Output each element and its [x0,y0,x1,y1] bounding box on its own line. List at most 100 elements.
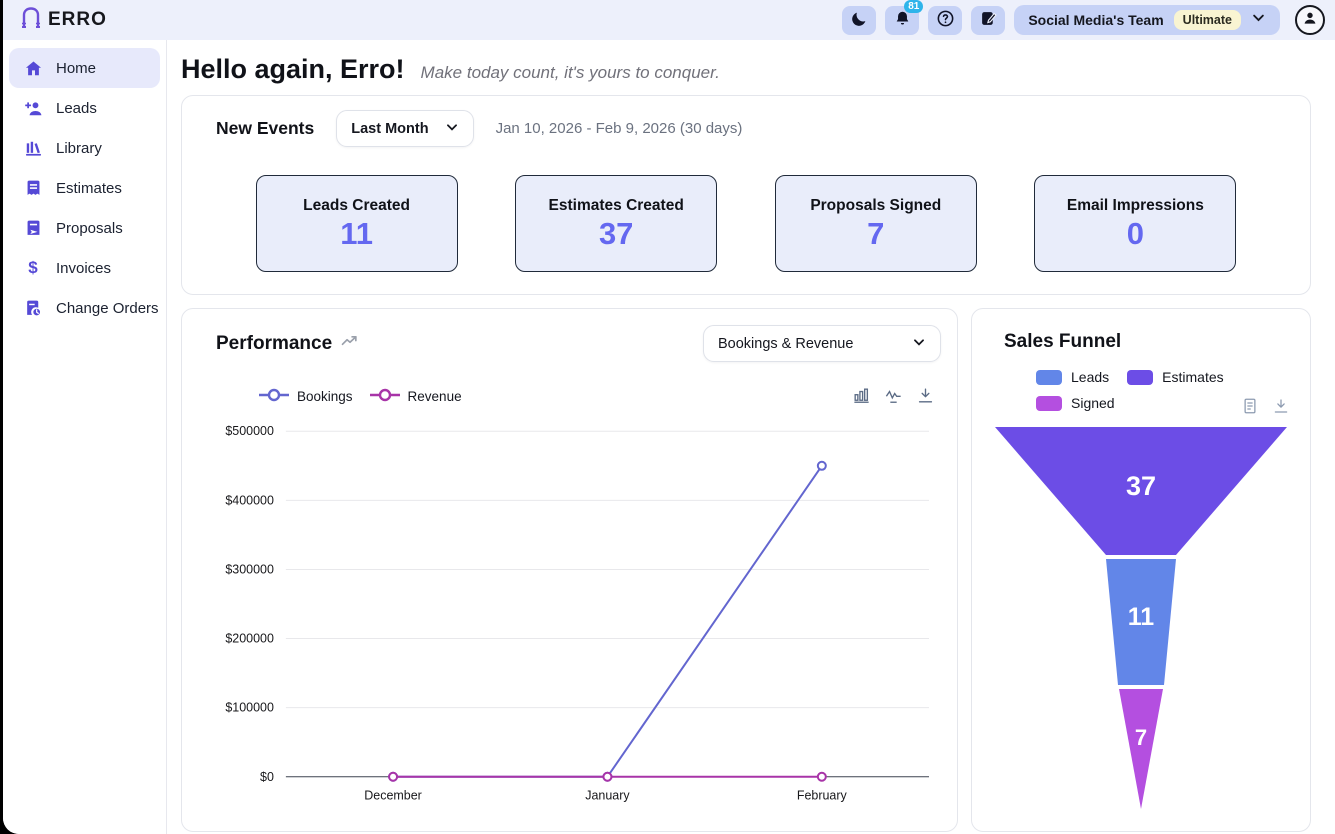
bell-icon [894,10,911,30]
sidebar-item-label: Library [56,139,102,157]
sidebar: Home Leads Library Estimates [3,40,167,834]
team-name: Social Media's Team [1028,12,1164,28]
plan-badge: Ultimate [1173,10,1241,30]
sidebar-item-invoices[interactable]: $ Invoices [3,248,166,288]
sidebar-item-library[interactable]: Library [3,128,166,168]
person-icon [1301,9,1319,32]
legend-item-revenue[interactable]: Revenue [369,388,462,405]
sidebar-item-proposals[interactable]: Proposals [3,208,166,248]
document-clock-icon [23,298,43,318]
compose-icon [980,10,997,30]
notes-button[interactable] [971,5,1006,35]
sidebar-item-label: Proposals [56,219,123,237]
stat-label: Proposals Signed [810,196,942,214]
sidebar-item-change-orders[interactable]: Change Orders [3,288,166,328]
notification-count-badge: 81 [904,0,924,13]
sidebar-item-label: Invoices [56,259,112,277]
app-window: ERRO 81 [3,0,1335,834]
stat-label: Leads Created [303,196,410,214]
svg-text:$100000: $100000 [225,701,274,715]
page-header: Hello again, Erro! Make today count, it'… [181,50,1311,95]
user-avatar[interactable] [1295,5,1325,35]
sales-funnel-chart[interactable]: 37 11 7 [991,427,1291,813]
legend-label: Leads [1071,369,1110,385]
sidebar-item-label: Estimates [56,179,122,197]
svg-text:7: 7 [1135,725,1147,750]
legend-item-bookings[interactable]: Bookings [258,388,353,405]
app-body: Home Leads Library Estimates [3,40,1335,834]
stat-label: Email Impressions [1066,196,1204,214]
stat-card-proposals-signed[interactable]: Proposals Signed 7 [774,175,977,272]
dark-mode-button[interactable] [842,5,877,35]
user-plus-icon [23,98,43,118]
download-icon[interactable] [1272,397,1290,415]
new-events-title: New Events [216,118,315,138]
trend-up-icon [340,331,360,356]
stat-value: 11 [340,215,373,251]
sales-funnel-title: Sales Funnel [1004,331,1122,352]
stat-value: 0 [1126,215,1144,251]
team-selector[interactable]: Social Media's Team Ultimate [1014,5,1280,35]
line-chart-toggle-button[interactable] [884,386,903,405]
stat-value: 7 [867,215,885,251]
performance-view-selected: Bookings & Revenue [718,335,854,352]
leads-color-chip [1036,369,1062,385]
legend-label: Signed [1071,395,1115,411]
performance-view-select[interactable]: Bookings & Revenue [703,325,941,362]
moon-icon [850,10,868,31]
help-button[interactable] [928,5,963,35]
report-document-icon[interactable] [1241,397,1259,415]
legend-label: Revenue [407,389,462,404]
svg-text:December: December [364,789,422,803]
sidebar-item-home[interactable]: Home [9,48,160,88]
legend-label: Estimates [1162,369,1224,385]
legend-label: Bookings [297,389,353,404]
chevron-down-icon [912,335,926,353]
document-icon [23,178,43,198]
chevron-down-icon [1251,10,1266,30]
svg-text:February: February [797,789,848,803]
stat-card-email-impressions[interactable]: Email Impressions 0 [1034,175,1237,272]
legend-item-leads[interactable]: Leads [1036,369,1109,385]
legend-item-signed[interactable]: Signed [1036,395,1115,411]
svg-text:11: 11 [1128,603,1155,631]
performance-card: Performance Bookings & Revenue [181,308,958,832]
sidebar-item-label: Leads [56,99,97,117]
download-icon[interactable] [916,386,935,405]
new-events-header: New Events Last Month Jan 10, 2026 - Feb… [198,110,1294,147]
sales-funnel-card: Sales Funnel Leads Estimates [971,308,1311,832]
date-range-select[interactable]: Last Month [336,110,474,147]
svg-text:$400000: $400000 [225,493,274,507]
estimates-color-chip [1127,369,1154,385]
home-icon [23,58,43,78]
date-range-selected: Last Month [351,120,429,137]
performance-title: Performance [216,332,333,354]
revenue-series-marker-icon [369,388,401,405]
app-logo[interactable]: ERRO [19,6,107,35]
svg-text:$500000: $500000 [225,424,274,438]
motivation-tagline: Make today count, it's yours to conquer. [420,63,720,82]
chart-toolbar [852,386,935,405]
chevron-down-icon [445,120,459,138]
new-events-card: New Events Last Month Jan 10, 2026 - Feb… [181,95,1311,295]
sidebar-item-label: Home [56,59,97,77]
document-send-icon [23,218,43,238]
stats-row: Leads Created 11 Estimates Created 37 Pr… [198,175,1294,272]
bar-chart-toggle-button[interactable] [852,386,871,405]
stat-card-leads-created[interactable]: Leads Created 11 [255,175,458,272]
dollar-icon: $ [28,258,38,277]
svg-text:$200000: $200000 [225,632,274,646]
sidebar-item-estimates[interactable]: Estimates [3,168,166,208]
svg-text:January: January [585,789,630,803]
question-icon [936,9,955,31]
stat-card-estimates-created[interactable]: Estimates Created 37 [515,175,718,272]
notifications-button[interactable]: 81 [885,0,924,35]
stat-value: 37 [598,215,634,251]
legend-item-estimates[interactable]: Estimates [1127,369,1224,385]
performance-line-chart[interactable]: $0 $100000 $200000 $300000 $400000 $500000 Dec… [198,411,941,809]
logo-arch-icon [19,6,43,35]
library-books-icon [23,138,43,158]
sidebar-item-leads[interactable]: Leads [3,88,166,128]
sidebar-item-label: Change Orders [56,299,159,317]
topbar-actions: 81 Social Media's Team Ultimate [842,0,1325,35]
